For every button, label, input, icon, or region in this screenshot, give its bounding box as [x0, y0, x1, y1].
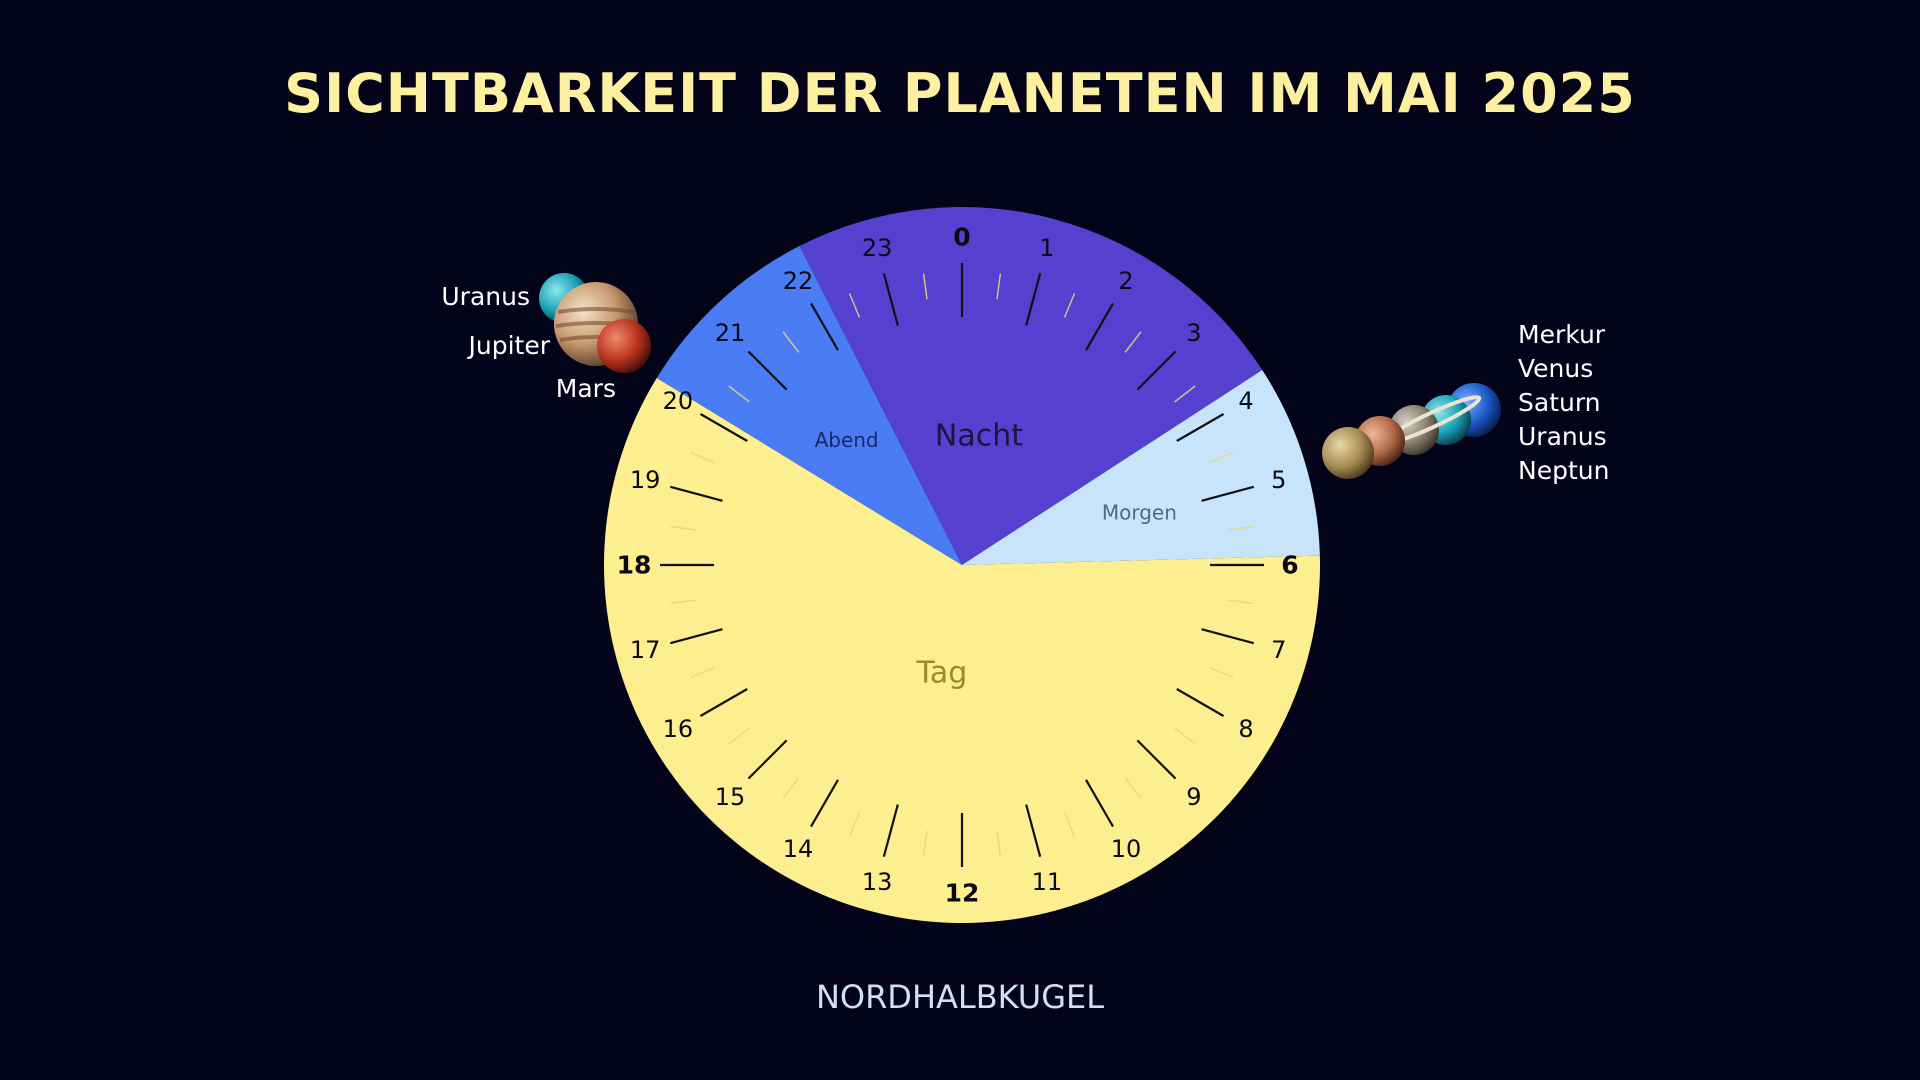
hour-label: 17 — [630, 636, 661, 664]
segment-label-nacht: Nacht — [935, 419, 1023, 454]
morning-planet-label-neptun: Neptun — [1518, 456, 1609, 485]
half-hour-tick — [1174, 727, 1196, 745]
hour-label: 4 — [1238, 387, 1253, 415]
half-hour-tick — [728, 385, 750, 403]
hour-label: 0 — [953, 223, 970, 252]
segment-morgen — [962, 370, 1320, 565]
hemisphere-label: NORDHALBKUGEL — [815, 978, 1105, 1016]
hour-tick — [747, 739, 788, 780]
segment-abend — [656, 246, 962, 566]
hour-label: 2 — [1118, 267, 1133, 295]
half-hour-tick — [1227, 599, 1254, 605]
morning-planet-label-uranus: Uranus — [1518, 422, 1607, 451]
hour-tick — [1176, 688, 1225, 717]
hour-tick — [1136, 350, 1177, 391]
half-hour-tick — [1174, 385, 1196, 403]
half-hour-tick — [922, 830, 928, 857]
evening-planet-label-jupiter: Jupiter — [467, 331, 551, 360]
hour-label: 1 — [1039, 234, 1054, 262]
half-hour-tick — [848, 812, 861, 837]
hour-label: 18 — [617, 551, 652, 580]
hour-label: 8 — [1238, 715, 1253, 743]
hour-label: 20 — [663, 387, 694, 415]
hour-tick — [699, 688, 748, 717]
hour-label: 23 — [862, 234, 893, 262]
hour-tick — [670, 628, 723, 645]
evening-planet-label-uranus: Uranus — [441, 282, 530, 311]
hour-label: 3 — [1186, 319, 1201, 347]
half-hour-tick — [996, 273, 1002, 300]
morning-planet-label-saturn: Saturn — [1518, 388, 1601, 417]
hour-tick — [1201, 485, 1254, 502]
hour-label: 19 — [630, 466, 661, 494]
hour-tick — [1025, 273, 1042, 326]
hour-tick — [699, 413, 748, 442]
hour-label: 13 — [862, 868, 893, 896]
half-hour-tick — [1227, 525, 1254, 531]
hour-label: 11 — [1032, 868, 1063, 896]
half-hour-tick — [690, 666, 715, 679]
hour-tick — [1025, 804, 1042, 857]
half-hour-tick — [1124, 331, 1142, 353]
half-hour-tick — [782, 777, 800, 799]
page-title: SICHTBARKEIT DER PLANETEN IM MAI 2025 — [284, 62, 1636, 125]
half-hour-tick — [670, 599, 697, 605]
half-hour-tick — [728, 727, 750, 745]
hour-tick — [810, 779, 839, 828]
half-hour-tick — [670, 525, 697, 531]
half-hour-tick — [1209, 666, 1234, 679]
half-hour-tick — [848, 293, 861, 318]
hour-tick — [1201, 628, 1254, 645]
hour-label: 5 — [1271, 466, 1286, 494]
hour-label: 9 — [1186, 783, 1201, 811]
morning-planet-label-merkur: Merkur — [1518, 320, 1606, 349]
half-hour-tick — [1063, 812, 1076, 837]
hour-tick — [1136, 739, 1177, 780]
morning-planet-label-venus: Venus — [1518, 354, 1593, 383]
segment-label-abend: Abend — [815, 428, 879, 452]
hour-tick — [1085, 302, 1114, 351]
hour-tick — [1085, 779, 1114, 828]
hour-tick — [670, 485, 723, 502]
mars-icon — [597, 319, 651, 373]
hour-tick — [747, 350, 788, 391]
segment-label-tag: Tag — [916, 656, 968, 691]
half-hour-tick — [996, 830, 1002, 857]
hour-tick — [1176, 413, 1225, 442]
half-hour-tick — [1124, 777, 1142, 799]
merkur-icon — [1322, 427, 1374, 479]
hour-label: 22 — [783, 267, 814, 295]
half-hour-tick — [922, 273, 928, 300]
half-hour-tick — [690, 451, 715, 464]
morning-planets: Merkur Venus Saturn Uranus Neptun — [1322, 320, 1609, 485]
hour-tick — [882, 804, 899, 857]
evening-planets: Uranus Jupiter Mars — [441, 273, 651, 403]
hour-tick — [810, 302, 839, 351]
evening-planet-label-mars: Mars — [556, 374, 616, 403]
hour-label: 14 — [783, 835, 814, 863]
hour-tick — [882, 273, 899, 326]
segment-nacht — [799, 207, 1263, 565]
half-hour-tick — [782, 331, 800, 353]
hour-label: 10 — [1111, 835, 1142, 863]
hour-label: 16 — [663, 715, 694, 743]
half-hour-tick — [1209, 451, 1234, 464]
hour-label: 12 — [945, 879, 980, 908]
half-hour-tick — [1063, 293, 1076, 318]
hour-label: 21 — [715, 319, 746, 347]
hour-label: 7 — [1271, 636, 1286, 664]
hour-label: 6 — [1281, 551, 1298, 580]
segment-tag — [603, 377, 1321, 923]
hour-label: 15 — [715, 783, 746, 811]
segment-label-morgen: Morgen — [1102, 500, 1177, 524]
